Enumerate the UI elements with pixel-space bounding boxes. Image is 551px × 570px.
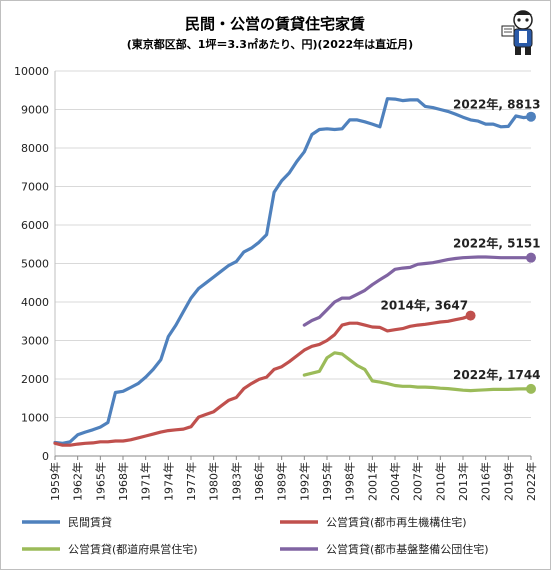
x-tick-label-4: 1971年 — [139, 462, 153, 501]
x-tick-label-5: 1974年 — [161, 462, 175, 501]
y-tick-label-0: 0 — [42, 450, 49, 463]
x-tick-label-14: 2001年 — [365, 462, 379, 501]
y-tick-label-10: 10000 — [14, 65, 49, 78]
x-tick-label-9: 1986年 — [252, 462, 266, 501]
legend-label-0: 民間賃貸 — [68, 515, 112, 529]
series-annotation-2: 2022年, 1744 — [453, 367, 541, 382]
legend-label-2: 公営賃貸(都道府県営住宅) — [68, 542, 198, 556]
x-tick-label-15: 2004年 — [388, 462, 402, 501]
x-tick-label-20: 2019年 — [501, 462, 515, 501]
legend-label-1: 公営賃貸(都市再生機構住宅) — [326, 515, 467, 529]
series-annotation-3: 2022年, 5151 — [453, 236, 541, 251]
x-tick-label-21: 2022年 — [524, 462, 538, 501]
series-end-point-2 — [526, 383, 536, 394]
legend-label-3: 公営賃貸(都市基盤整備公団住宅) — [326, 542, 489, 556]
y-tick-label-9: 9000 — [21, 104, 49, 117]
y-tick-label-7: 7000 — [21, 181, 49, 194]
x-tick-label-2: 1965年 — [93, 462, 107, 501]
x-tick-label-6: 1977年 — [184, 462, 198, 501]
series-line-1 — [53, 314, 473, 447]
x-tick-label-1: 1962年 — [71, 462, 85, 501]
y-tick-label-2: 2000 — [21, 373, 49, 386]
x-tick-label-0: 1959年 — [48, 462, 62, 501]
y-tick-label-8: 8000 — [21, 142, 49, 155]
series-annotation-1: 2014年, 3647 — [381, 298, 469, 313]
x-tick-label-8: 1983年 — [229, 462, 243, 501]
x-tick-label-7: 1980年 — [207, 462, 221, 501]
x-tick-label-3: 1968年 — [116, 462, 130, 501]
x-tick-label-13: 1998年 — [343, 462, 357, 501]
grid-lines — [55, 70, 531, 457]
legend: 民間賃貸 公営賃貸(都市再生機構住宅) 公営賃貸(都道府県営住宅) 公営賃貸(都市基盤… — [22, 515, 489, 556]
series-annotation-0: 2022年, 8813 — [453, 97, 541, 112]
x-tick-label-10: 1989年 — [275, 462, 289, 501]
series-lines — [53, 97, 536, 447]
chart-title: 民間・公営の賃貸住宅家賃 — [185, 15, 365, 33]
y-tick-label-3: 3000 — [21, 335, 49, 348]
series-end-point-3 — [526, 252, 536, 263]
y-tick-label-4: 4000 — [21, 296, 49, 309]
y-tick-label-5: 5000 — [21, 258, 49, 271]
series-line-3 — [302, 255, 533, 327]
x-tick-label-12: 1995年 — [320, 462, 334, 501]
x-tick-label-19: 2016年 — [479, 462, 493, 501]
x-tick-label-18: 2013年 — [456, 462, 470, 501]
series-line-2 — [302, 351, 533, 393]
series-line-0 — [53, 97, 533, 445]
x-tick-label-17: 2010年 — [433, 462, 447, 501]
x-tick-label-11: 1992年 — [297, 462, 311, 501]
annotations: 2022年, 8813 2014年, 3647 2022年, 1744 2022年, … — [381, 97, 541, 382]
y-tick-label-1: 1000 — [21, 412, 49, 425]
series-end-point-0 — [526, 111, 536, 122]
series-end-point-1 — [465, 310, 476, 321]
chart-subtitle: (東京都区部、1坪＝3.3㎡あたり、円)(2022年は直近月) — [127, 37, 413, 51]
y-tick-label-6: 6000 — [21, 219, 49, 232]
mascot-logo-icon — [501, 10, 533, 55]
x-tick-label-16: 2007年 — [411, 462, 425, 501]
axes: 0 1000 2000 3000 4000 5000 6000 7000 8000 9000 100… — [14, 65, 538, 501]
